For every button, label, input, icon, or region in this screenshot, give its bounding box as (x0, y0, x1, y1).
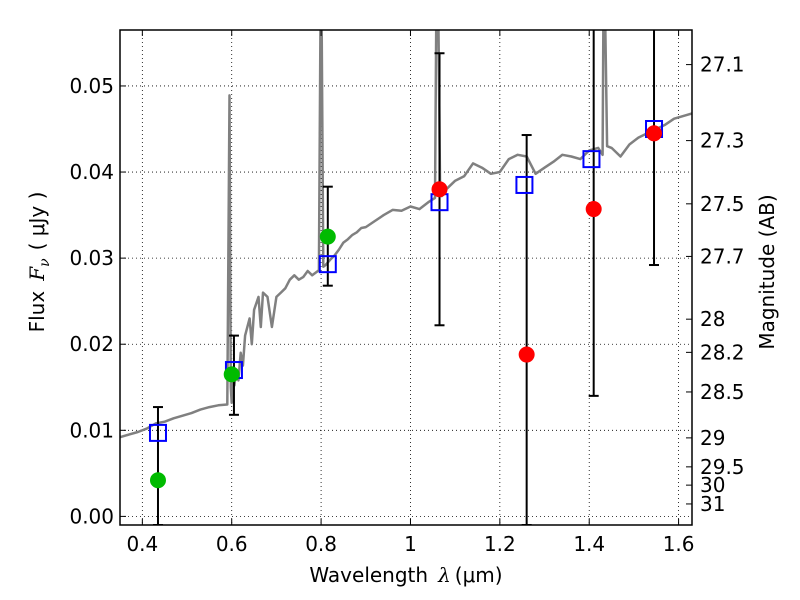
y-tick-label: 0.05 (69, 74, 114, 98)
red-data-point (431, 181, 448, 198)
ticks: 0.4 0.6 0.8 1 1.2 1.4 1.6 0.00 0.01 0.02 0.03 0.04 0… (69, 30, 745, 556)
y2-tick-label: 27.7 (700, 244, 745, 268)
y-tick-label: 0.00 (69, 504, 114, 528)
y2-tick-label: 28.2 (700, 340, 745, 364)
x-tick-label: 0.8 (305, 532, 337, 556)
y2-tick-label: 28.5 (700, 380, 745, 404)
y-tick-label: 0.01 (69, 418, 114, 442)
y2-tick-label: 29.5 (700, 455, 745, 479)
y2-tick-label: 27.3 (700, 129, 745, 153)
x-tick-label: 0.4 (126, 532, 158, 556)
y-tick-label: 0.04 (69, 160, 114, 184)
x-tick-label: 0.6 (216, 532, 248, 556)
red-data-point (646, 125, 663, 142)
green-data-point (319, 228, 336, 245)
x-tick-label: 1 (404, 532, 417, 556)
plot-area (120, 30, 692, 525)
grid (120, 30, 692, 525)
y2-tick-label: 27.1 (700, 53, 745, 77)
plot-frame (119, 29, 693, 526)
y2-tick-label: 28 (700, 307, 725, 331)
y-axis-label: FluxFν( μJy ) (25, 192, 53, 333)
y2-tick-label: 30 (700, 473, 725, 497)
red-data-point (518, 346, 535, 363)
green-data-point (149, 472, 166, 489)
photometry-square (582, 150, 601, 169)
x-tick-label: 1.2 (484, 532, 516, 556)
y2-tick-label: 29 (700, 426, 725, 450)
photometry-square (148, 423, 167, 442)
photometry-square (318, 255, 337, 274)
green-data-point (223, 366, 240, 383)
y2-tick-label: 31 (700, 492, 725, 516)
red-data-point (585, 201, 602, 218)
x-axis-label: Wavelength λ (μm) (309, 563, 502, 587)
x-tick-label: 1.6 (663, 532, 695, 556)
x-tick-label: 1.4 (573, 532, 605, 556)
y-tick-label: 0.02 (69, 332, 114, 356)
y2-axis-label: Magnitude (AB) (755, 194, 779, 349)
y2-tick-label: 27.5 (700, 192, 745, 216)
photometry-square (515, 175, 534, 194)
y-tick-label: 0.03 (69, 246, 114, 270)
